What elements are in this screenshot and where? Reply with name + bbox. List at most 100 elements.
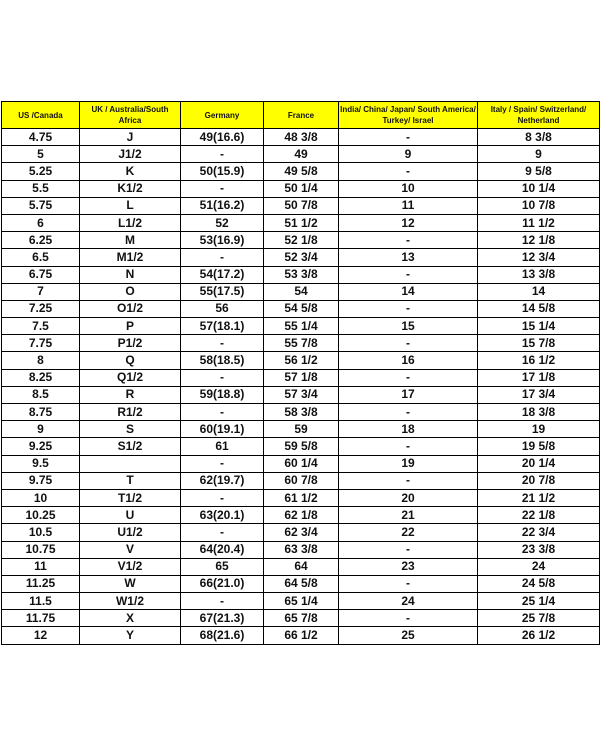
cell-india-china-japan: 15 xyxy=(338,317,478,336)
cell-us-canada: 9 xyxy=(1,420,80,439)
table-row: 11 V1/2 65 64 23 24 xyxy=(1,557,600,576)
cell-us-canada: 6.25 xyxy=(1,231,80,250)
cell-germany: 66(21.0) xyxy=(180,574,264,594)
cell-india-china-japan: - xyxy=(338,334,478,353)
cell-germany: - xyxy=(180,523,264,542)
cell-uk-australia: U xyxy=(79,506,181,525)
cell-us-canada: 5.75 xyxy=(1,196,80,215)
cell-italy-spain: 10 1/4 xyxy=(477,179,600,198)
cell-uk-australia: O xyxy=(79,282,181,301)
table-row: 8.75 R1/2-58 3/8-18 3/8 xyxy=(1,402,600,422)
cell-germany: 57(18.1) xyxy=(180,317,264,336)
table-row: 12 Y 68(21.6) 66 1/2 25 26 1/2 xyxy=(1,626,600,645)
cell-france: 49 xyxy=(263,145,339,164)
cell-italy-spain: 26 1/2 xyxy=(477,626,600,645)
cell-germany: 62(19.7) xyxy=(180,471,264,490)
cell-germany: 51(16.2) xyxy=(180,196,264,215)
cell-germany: - xyxy=(180,592,264,611)
table-row: 7.75 P1/2-55 7/8-15 7/8 xyxy=(1,334,600,353)
cell-india-china-japan: - xyxy=(338,265,478,284)
table-row: 8.25 Q1/2-57 1/8-17 1/8 xyxy=(1,368,600,387)
cell-india-china-japan: 12 xyxy=(338,213,478,233)
table-row: 6.5 M1/2-52 3/4 13 12 3/4 xyxy=(1,248,600,267)
cell-italy-spain: 12 3/4 xyxy=(477,248,600,267)
cell-italy-spain: 17 3/4 xyxy=(477,385,600,405)
header-row: US /Canada UK / Australia/South Africa Ger… xyxy=(1,101,600,129)
cell-india-china-japan: 21 xyxy=(338,506,478,525)
cell-india-china-japan: 18 xyxy=(338,420,478,439)
cell-italy-spain: 25 1/4 xyxy=(477,592,600,611)
cell-uk-australia: R xyxy=(79,385,181,405)
table-row: 4.75 J 49(16.6) 48 3/8-8 3/8 xyxy=(1,127,600,147)
cell-uk-australia: P xyxy=(79,317,181,336)
cell-france: 52 3/4 xyxy=(263,248,339,267)
cell-germany: - xyxy=(180,368,264,387)
cell-france: 52 1/8 xyxy=(263,231,339,250)
cell-india-china-japan: - xyxy=(338,574,478,594)
cell-us-canada: 6 xyxy=(1,213,80,233)
cell-germany: 65 xyxy=(180,557,264,576)
cell-uk-australia: K1/2 xyxy=(79,179,181,198)
table-row: 10.75 V 64(20.4) 63 3/8-23 3/8 xyxy=(1,540,600,559)
cell-italy-spain: 25 7/8 xyxy=(477,609,600,628)
cell-germany: 59(18.8) xyxy=(180,385,264,405)
cell-germany: 67(21.3) xyxy=(180,609,264,628)
cell-us-canada: 9.75 xyxy=(1,471,80,490)
cell-germany: - xyxy=(180,179,264,198)
cell-france: 53 3/8 xyxy=(263,265,339,284)
cell-india-china-japan: 20 xyxy=(338,488,478,508)
cell-uk-australia: K xyxy=(79,162,181,181)
cell-france: 54 xyxy=(263,282,339,301)
cell-france: 58 3/8 xyxy=(263,402,339,422)
cell-italy-spain: 8 3/8 xyxy=(477,127,600,147)
cell-france: 65 7/8 xyxy=(263,609,339,628)
cell-france: 63 3/8 xyxy=(263,540,339,559)
cell-italy-spain: 19 xyxy=(477,420,600,439)
cell-us-canada: 10.25 xyxy=(1,506,80,525)
cell-uk-australia: R1/2 xyxy=(79,402,181,422)
cell-india-china-japan: 11 xyxy=(338,196,478,215)
cell-us-canada: 9.25 xyxy=(1,437,80,456)
cell-italy-spain: 16 1/2 xyxy=(477,351,600,370)
cell-uk-australia: V xyxy=(79,540,181,559)
table-row: 9.5 -60 1/4 19 20 1/4 xyxy=(1,454,600,473)
table-row: 8.5 R 59(18.8) 57 3/4 17 17 3/4 xyxy=(1,385,600,405)
cell-india-china-japan: 24 xyxy=(338,592,478,611)
cell-uk-australia: U1/2 xyxy=(79,523,181,542)
cell-italy-spain: 22 3/4 xyxy=(477,523,600,542)
cell-uk-australia: V1/2 xyxy=(79,557,181,576)
cell-india-china-japan: - xyxy=(338,437,478,456)
cell-india-china-japan: - xyxy=(338,540,478,559)
cell-uk-australia: S1/2 xyxy=(79,437,181,456)
cell-france: 60 1/4 xyxy=(263,454,339,473)
cell-france: 59 5/8 xyxy=(263,437,339,456)
cell-uk-australia: M1/2 xyxy=(79,248,181,267)
table-row: 6.25 M 53(16.9) 52 1/8-12 1/8 xyxy=(1,231,600,250)
table-row: 11.75 X 67(21.3) 65 7/8-25 7/8 xyxy=(1,609,600,628)
cell-germany: - xyxy=(180,488,264,508)
column-header-italy-spain: Italy / Spain/ Switzerland/ Netherland xyxy=(477,101,600,129)
cell-germany: 63(20.1) xyxy=(180,506,264,525)
table-row: 7 O 55(17.5) 54 14 14 xyxy=(1,282,600,301)
cell-italy-spain: 24 5/8 xyxy=(477,574,600,594)
table-row: 10 T1/2-61 1/2 20 21 1/2 xyxy=(1,488,600,508)
cell-italy-spain: 20 1/4 xyxy=(477,454,600,473)
cell-france: 50 1/4 xyxy=(263,179,339,198)
ring-size-table: US /Canada UK / Australia/South Africa Ger… xyxy=(1,101,600,645)
cell-uk-australia: W xyxy=(79,574,181,594)
cell-india-china-japan: - xyxy=(338,609,478,628)
cell-france: 54 5/8 xyxy=(263,299,339,319)
cell-uk-australia: O1/2 xyxy=(79,299,181,319)
cell-france: 59 xyxy=(263,420,339,439)
cell-us-canada: 6.75 xyxy=(1,265,80,284)
cell-us-canada: 7.5 xyxy=(1,317,80,336)
cell-us-canada: 12 xyxy=(1,626,80,645)
table-row: 6 L1/2 52 51 1/2 12 11 1/2 xyxy=(1,213,600,233)
cell-uk-australia: Q xyxy=(79,351,181,370)
table-row: 11.5 W1/2-65 1/4 24 25 1/4 xyxy=(1,592,600,611)
cell-us-canada: 11.5 xyxy=(1,592,80,611)
cell-italy-spain: 18 3/8 xyxy=(477,402,600,422)
cell-uk-australia: Q1/2 xyxy=(79,368,181,387)
cell-india-china-japan: 10 xyxy=(338,179,478,198)
cell-italy-spain: 9 xyxy=(477,145,600,164)
